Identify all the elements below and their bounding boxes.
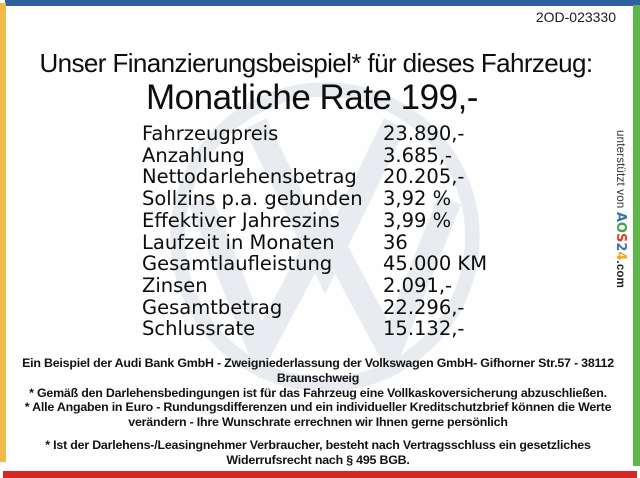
frame-left-bar [0,3,6,462]
table-row-value: 15.132,- [383,317,465,341]
disclaimer-paragraph: * Gemäß den Darlehensbedingungen ist für… [29,385,607,400]
table-row-value: 3,99 % [383,208,452,232]
frame-top-bar [5,0,640,6]
table-row-value: 22.296,- [383,295,465,319]
table-row: Sollzins p.a. gebunden 3,92 % [142,188,612,210]
table-row-label: Laufzeit in Monaten [142,230,335,254]
finance-table: Fahrzeugpreis 23.890,- Anzahlung 3.685,-… [142,123,612,340]
footer-disclaimer: Ein Beispiel der Audi Bank GmbH - Zweign… [22,356,614,468]
table-row-value: 2.091,- [383,273,453,297]
sidebar-credit-prefix: unterstützt von [614,130,626,212]
frame-right-bar [633,5,640,466]
offer-id-code: 2OD-023330 [535,9,616,25]
disclaimer-paragraph: * Ist der Darlehens-/Leasingnehmer Verbr… [45,437,591,467]
table-row: Nettodarlehensbetrag 20.205,- [142,166,612,188]
table-row-label: Zinsen [142,273,208,297]
monthly-rate-headline: Monatliche Rate 199,- [146,78,478,117]
disclaimer-paragraph: Ein Beispiel der Audi Bank GmbH - Zweign… [22,356,614,385]
table-row-value: 3,92 % [383,187,452,211]
disclaimer-paragraph: * Alle Angaben in Euro - Rundungsdiffere… [24,400,612,430]
table-row-value: 3.685,- [383,143,453,167]
table-row: Schlussrate 15.132,- [142,318,612,340]
table-row-value: 45.000 KM [383,252,488,276]
table-row: Fahrzeugpreis 23.890,- [142,123,612,145]
table-row-value: 36 [383,230,408,254]
vw-logo-watermark [170,82,480,392]
table-row: Zinsen 2.091,- [142,275,612,297]
table-row-label: Schlussrate [142,317,256,341]
table-row: Anzahlung 3.685,- [142,143,612,167]
table-row-label: Fahrzeugpreis [142,122,279,145]
table-row-label: Gesamtbetrag [142,295,283,319]
sidebar-credit: unterstützt von AOS24.com [613,130,628,362]
sidebar-credit-suffix: .com [614,260,626,289]
table-row-label: Effektiver Jahreszins [142,208,340,232]
aos24-letter: O [613,221,628,233]
table-row: Effektiver Jahreszins 3,99 % [142,210,612,232]
table-row: Laufzeit in Monaten 36 [142,230,612,254]
table-row: Gesamtbetrag 22.296,- [142,295,612,319]
aos24-letter: 4 [613,251,628,261]
page-title: Unser Finanzierungsbeispiel* für dieses … [39,48,593,78]
frame-bottom-bar [3,471,637,478]
table-row-label: Anzahlung [142,143,245,167]
table-row-label: Gesamtlaufleistung [142,252,333,276]
aos24-letter: 2 [613,242,628,252]
table-row-label: Sollzins p.a. gebunden [142,187,363,211]
aos24-logo: AOS24 [613,212,628,261]
aos24-letter: S [613,232,628,243]
table-row-value: 23.890,- [383,122,465,145]
table-row: Gesamtlaufleistung 45.000 KM [142,253,612,275]
table-row-value: 20.205,- [383,165,465,189]
aos24-letter: A [613,211,628,222]
table-row-label: Nettodarlehensbetrag [142,165,357,189]
